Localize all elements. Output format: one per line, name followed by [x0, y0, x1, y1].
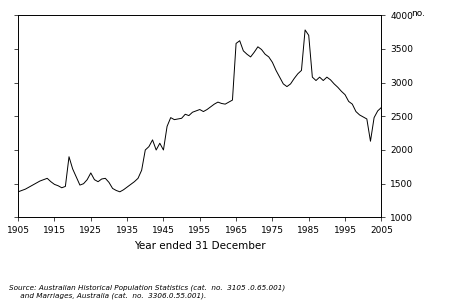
Text: Source: Australian Historical Population Statistics (cat.  no.  3105 .0.65.001)
: Source: Australian Historical Population… [9, 285, 285, 299]
Y-axis label: no.: no. [411, 9, 424, 18]
X-axis label: Year ended 31 December: Year ended 31 December [134, 241, 266, 251]
